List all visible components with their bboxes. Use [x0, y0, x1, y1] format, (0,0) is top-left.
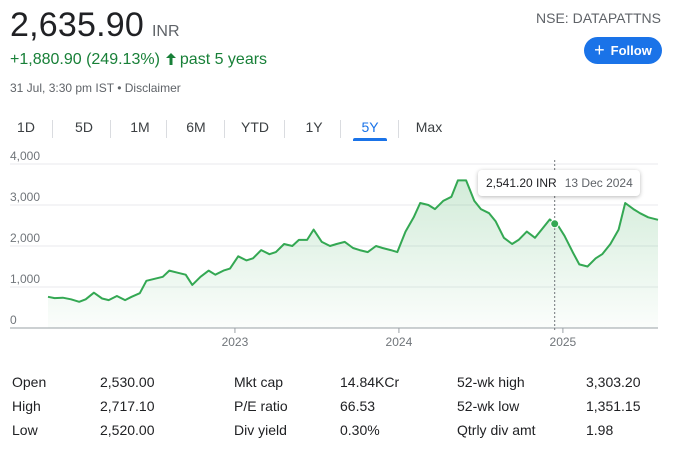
stat-value: 2,530.00: [100, 374, 155, 390]
follow-label: Follow: [610, 43, 652, 58]
stat-label: Mkt cap: [234, 374, 284, 390]
stat-label: 52-wk high: [457, 374, 525, 390]
tab-divider: [166, 120, 167, 138]
tab-divider: [398, 120, 399, 138]
quote-meta: 31 Jul, 3:30 pm IST • Disclaimer: [10, 81, 181, 95]
stat-value: 2,717.10: [100, 398, 155, 414]
follow-button[interactable]: + Follow: [584, 37, 662, 64]
y-tick-label: 4,000: [10, 150, 40, 163]
x-tick-label: 2025: [550, 335, 577, 349]
tab-ytd[interactable]: YTD: [241, 119, 269, 135]
tab-1d[interactable]: 1D: [17, 119, 35, 135]
chart-tooltip: 2,541.20 INR 13 Dec 2024: [478, 170, 640, 196]
stat-value: 2,520.00: [100, 422, 155, 438]
y-tick-label: 2,000: [10, 231, 40, 245]
stat-label: Open: [12, 374, 47, 390]
plus-icon: +: [594, 39, 605, 60]
tab-6m[interactable]: 6M: [186, 119, 206, 135]
tooltip-value: 2,541.20 INR: [486, 176, 557, 190]
range-tabs: 1D 5D 1M 6M YTD 1Y 5Y Max: [0, 112, 690, 142]
tab-max[interactable]: Max: [415, 119, 443, 135]
stat-value: 14.84KCr: [340, 374, 400, 390]
price-area-fill: [48, 180, 658, 328]
stat-value: 1.98: [586, 422, 614, 438]
price-change-row: +1,880.90 (249.13%) past 5 years: [10, 51, 267, 69]
price-change: +1,880.90 (249.13%): [10, 51, 160, 68]
currency-label: INR: [151, 23, 180, 40]
ticker-symbol: NSE: DATAPATTNS: [536, 10, 661, 26]
tab-1y[interactable]: 1Y: [305, 119, 323, 135]
tab-5d[interactable]: 5D: [75, 119, 93, 135]
stat-label: Div yield: [234, 422, 287, 438]
stat-label: P/E ratio: [234, 398, 288, 414]
tab-divider: [110, 120, 111, 138]
stat-value: 3,303.20: [586, 374, 641, 390]
stat-label: Qtrly div amt: [457, 422, 536, 438]
stat-label: High: [12, 398, 41, 414]
stat-value: 1,351.15: [586, 398, 641, 414]
tab-divider: [224, 120, 225, 138]
stat-value: 66.53: [340, 398, 376, 414]
tab-divider: [340, 120, 341, 138]
tab-divider: [52, 120, 53, 138]
y-tick-label: 3,000: [10, 190, 40, 204]
arrow-up-icon: [165, 52, 176, 68]
tooltip-date: 13 Dec 2024: [564, 176, 633, 190]
price-row: 2,635.90 INR: [10, 6, 180, 45]
stat-label: Low: [12, 422, 38, 438]
price-chart[interactable]: 4,000 3,000 2,000 1,000 0 2023 2024 2025: [0, 150, 690, 350]
meta-separator: •: [117, 81, 122, 95]
tab-1m[interactable]: 1M: [130, 119, 150, 135]
highlight-point: [550, 219, 560, 229]
stat-label: 52-wk low: [457, 398, 520, 414]
x-tick-label: 2023: [222, 335, 249, 349]
x-tick-label: 2024: [386, 335, 413, 349]
current-price: 2,635.90: [10, 6, 144, 44]
quote-timestamp: 31 Jul, 3:30 pm IST: [10, 81, 114, 95]
y-tick-label: 1,000: [10, 272, 40, 286]
stat-value: 0.30%: [340, 422, 380, 438]
disclaimer-link[interactable]: Disclaimer: [124, 81, 181, 95]
y-tick-label: 0: [10, 313, 17, 327]
change-period: past 5 years: [179, 51, 268, 68]
tab-divider: [284, 120, 285, 138]
tab-5y[interactable]: 5Y: [353, 112, 387, 142]
